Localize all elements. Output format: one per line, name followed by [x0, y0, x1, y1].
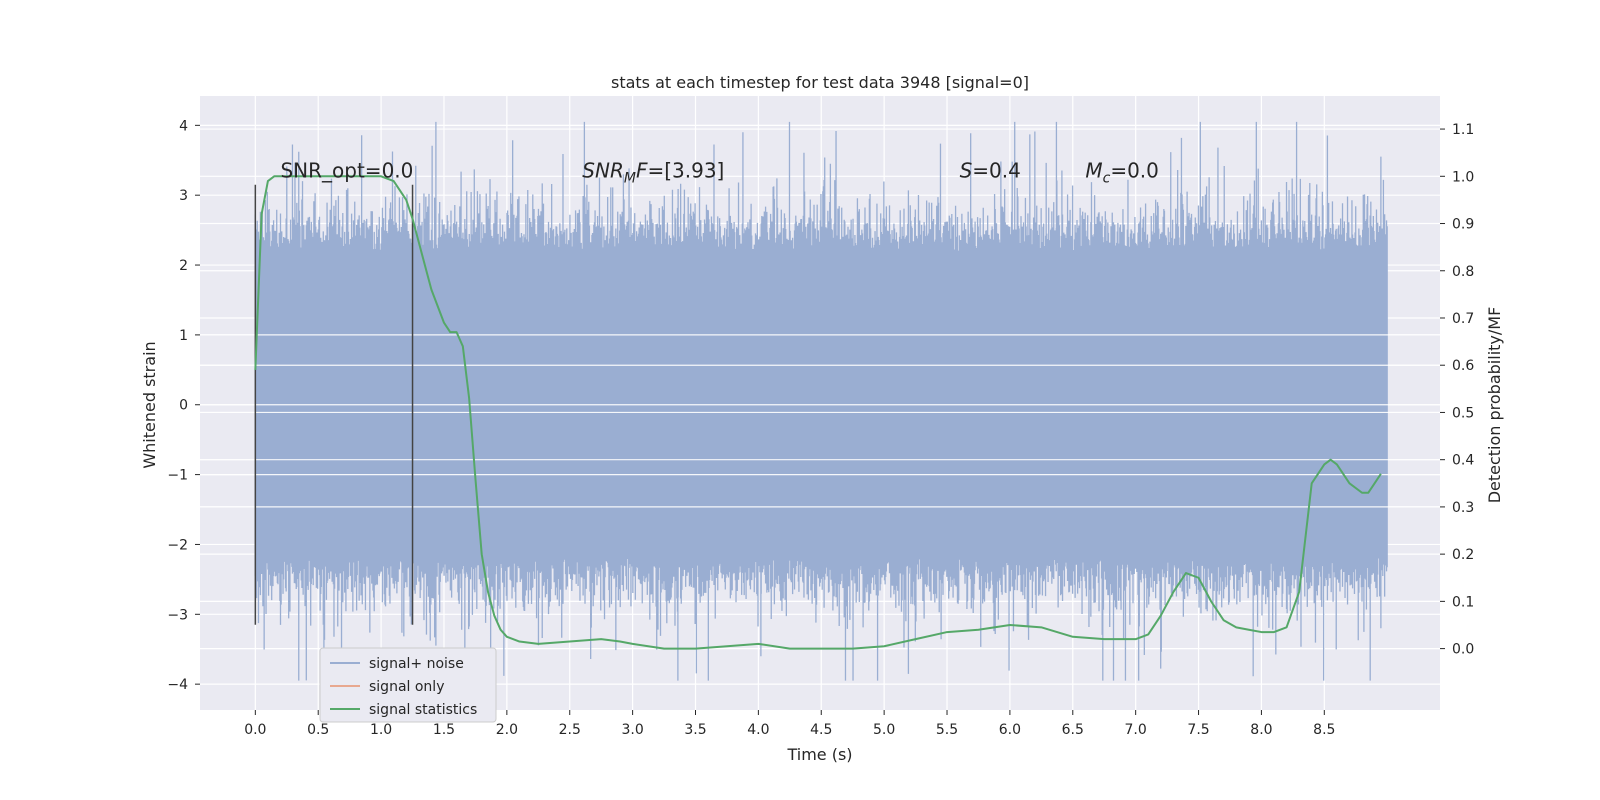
legend-label-signal-only: signal only [369, 679, 444, 695]
annotations: SNR_opt=0.0 SNRMF=[3.93] S=0.4 Mc=0.0 [280, 159, 1158, 187]
x-tick-label: 8.5 [1313, 722, 1335, 738]
y2-tick-label: 0.9 [1452, 217, 1474, 233]
y2-axis-label: Detection probability/MF [1485, 307, 1504, 504]
vertical-markers [254, 184, 414, 625]
y-tick-label: −3 [167, 607, 188, 623]
legend-label-signal-noise: signal+ noise [369, 656, 464, 672]
y-tick-label: −1 [167, 468, 188, 484]
snr-mf-annotation: SNRMF=[3.93] [582, 159, 724, 187]
y2-tick-label: 0.3 [1452, 500, 1474, 516]
x-tick-label: 1.0 [370, 722, 392, 738]
y2-tick-label: 0.4 [1452, 453, 1474, 469]
y-axis-label: Whitened strain [140, 341, 159, 468]
y-tick-label: 2 [179, 258, 188, 274]
y-tick-label: 4 [179, 118, 188, 134]
y-tick-label: 1 [179, 328, 188, 344]
x-tick-label: 4.5 [810, 722, 832, 738]
x-axis-label: Time (s) [786, 745, 852, 764]
signal-statistics-line [254, 175, 1382, 650]
y2-tick-label: 1.1 [1452, 122, 1474, 138]
x-tick-label: 8.0 [1250, 722, 1272, 738]
x-tick-label: 0.5 [307, 722, 329, 738]
x-tick-label: 3.0 [621, 722, 643, 738]
y2-tick-label: 1.0 [1452, 169, 1474, 185]
legend-label-signal-statistics: signal statistics [369, 702, 477, 718]
y2-tick-label: 0.5 [1452, 405, 1474, 421]
signal-noise-series [200, 121, 1440, 681]
y2-tick-label: 0.6 [1452, 358, 1474, 374]
legend: signal+ noise signal only signal statist… [319, 647, 497, 723]
x-tick-label: 4.0 [747, 722, 769, 738]
x-tick-label: 5.5 [936, 722, 958, 738]
x-tick-label: 3.5 [684, 722, 706, 738]
y-axis-ticks: 4 3 2 1 0 −1 −2 −3 −4 [167, 118, 200, 693]
y2-tick-label: 0.0 [1452, 642, 1474, 658]
y2-axis-ticks: 1.1 1.0 0.9 0.8 0.7 0.6 0.5 0.4 0.3 0.2 0.1 0.0 [1440, 122, 1474, 658]
x-axis-ticks: 0.0 0.5 1.0 1.5 2.0 2.5 3.0 3.5 4.0 4.5 5.0 5.5 6.0 6… [244, 710, 1335, 738]
y2-tick-label: 0.8 [1452, 264, 1474, 280]
x-tick-label: 6.5 [1062, 722, 1084, 738]
mc-annotation: Mc=0.0 [1085, 159, 1159, 187]
x-tick-label: 2.5 [559, 722, 581, 738]
y-tick-label: 0 [179, 398, 188, 414]
x-tick-label: 5.0 [873, 722, 895, 738]
legend-box [319, 647, 497, 723]
x-tick-label: 7.5 [1187, 722, 1209, 738]
y-tick-label: −2 [167, 537, 188, 553]
y-tick-label: 3 [179, 188, 188, 204]
x-tick-label: 7.0 [1125, 722, 1147, 738]
x-tick-label: 1.5 [433, 722, 455, 738]
snr-opt-annotation: SNR_opt=0.0 [280, 159, 413, 183]
y-tick-label: −4 [167, 677, 188, 693]
chart-title: stats at each timestep for test data 394… [611, 73, 1029, 92]
s-annotation: S=0.4 [960, 159, 1021, 183]
x-tick-label: 0.0 [244, 722, 266, 738]
x-tick-label: 6.0 [999, 722, 1021, 738]
signal-statistics-series [254, 175, 1382, 650]
y2-tick-label: 0.1 [1452, 594, 1474, 610]
y2-tick-label: 0.7 [1452, 311, 1474, 327]
x-tick-label: 2.0 [496, 722, 518, 738]
y2-tick-label: 0.2 [1452, 547, 1474, 563]
